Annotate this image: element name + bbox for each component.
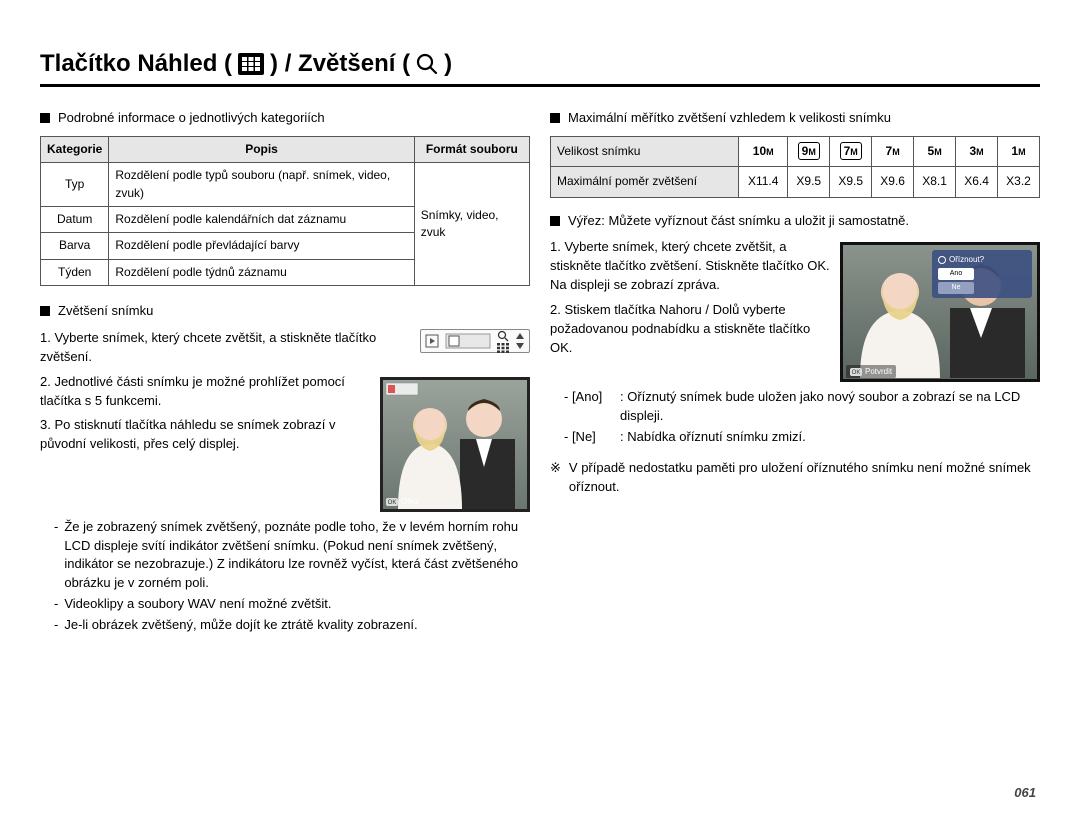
memory-note: V případě nedostatku paměti pro uložení … bbox=[569, 459, 1040, 497]
category-table: Kategorie Popis Formát souboru Typ Rozdě… bbox=[40, 136, 530, 286]
zoom-photo-figure: OK Ořez bbox=[380, 377, 530, 512]
bullet-icon bbox=[40, 306, 50, 316]
wedding-photo-illustration bbox=[380, 377, 530, 512]
updown-icon bbox=[515, 333, 525, 349]
left-heading-zoom: Zvětšení snímku bbox=[58, 302, 153, 321]
zoom-indicator-figure bbox=[420, 329, 530, 353]
zoom-val: X8.1 bbox=[914, 167, 956, 197]
crop-sub-val: : Oříznutý snímek bude uložen jako nový … bbox=[620, 388, 1040, 426]
cat-td-format: Snímky, video, zvuk bbox=[414, 163, 529, 286]
confirm-label: OK Potvrdit bbox=[846, 365, 896, 379]
size-cell: 7M bbox=[830, 136, 872, 166]
dash: - bbox=[54, 518, 58, 593]
crop-sub-key: - [Ne] bbox=[564, 428, 616, 447]
size-cell: 9M bbox=[788, 136, 830, 166]
cat-th-0: Kategorie bbox=[41, 136, 109, 162]
bullet-icon bbox=[550, 216, 560, 226]
cat-th-2: Formát souboru bbox=[414, 136, 529, 162]
viewport-rect-icon bbox=[445, 333, 491, 349]
crop-dialog: Oříznout? Ano Ne bbox=[932, 250, 1032, 298]
cat-th-1: Popis bbox=[109, 136, 414, 162]
zoom-val: X9.5 bbox=[788, 167, 830, 197]
svg-text:OK: OK bbox=[388, 500, 397, 506]
right-heading-crop: Výřez: Můžete vyříznout část snímku a ul… bbox=[568, 212, 909, 231]
thumbnail-icon bbox=[238, 53, 264, 75]
zoom-row-label: Velikost snímku bbox=[551, 136, 739, 166]
thumbnail-icon bbox=[497, 343, 509, 353]
page-title-row: Tlačítko Náhled ( ) / Zvětšení ( ) bbox=[40, 50, 1040, 87]
size-cell: 3M bbox=[956, 136, 998, 166]
cat-td: Týden bbox=[41, 259, 109, 285]
crop-photo-figure: Oříznout? Ano Ne OK Potvrdit bbox=[840, 242, 1040, 382]
play-icon bbox=[425, 334, 439, 348]
zoom-note: Že je zobrazený snímek zvětšený, poznáte… bbox=[64, 518, 530, 593]
zoom-note: Videoklipy a soubory WAV není možné zvět… bbox=[64, 595, 331, 614]
cat-td: Rozdělení podle kalendářních dat záznamu bbox=[109, 207, 414, 233]
cat-td: Datum bbox=[41, 207, 109, 233]
size-cell: 5M bbox=[914, 136, 956, 166]
zoom-val: X11.4 bbox=[739, 167, 788, 197]
dialog-option-no[interactable]: Ne bbox=[938, 282, 974, 294]
photo-crop-label: OK Ořez bbox=[386, 496, 536, 508]
magnify-icon bbox=[416, 53, 438, 75]
right-column: Maximální měřítko zvětšení vzhledem k ve… bbox=[550, 105, 1040, 637]
zoom-steps-block: 1. Vyberte snímek, který chcete zvětšit,… bbox=[40, 329, 530, 635]
size-cell: 10M bbox=[739, 136, 788, 166]
zoom-val: X3.2 bbox=[998, 167, 1040, 197]
zoom-val: X6.4 bbox=[956, 167, 998, 197]
cat-td: Rozdělení podle typů souboru (např. sním… bbox=[109, 163, 414, 207]
bullet-icon bbox=[550, 113, 560, 123]
table-row: Typ Rozdělení podle typů souboru (např. … bbox=[41, 163, 530, 207]
svg-text:OK: OK bbox=[852, 370, 861, 376]
dash: - bbox=[54, 616, 58, 635]
zoom-note: Je-li obrázek zvětšený, může dojít ke zt… bbox=[64, 616, 417, 635]
dash: - bbox=[54, 595, 58, 614]
cat-td: Barva bbox=[41, 233, 109, 259]
title-mid: ) / Zvětšení ( bbox=[270, 50, 410, 78]
cat-td: Typ bbox=[41, 163, 109, 207]
left-column: Podrobné informace o jednotlivých katego… bbox=[40, 105, 530, 637]
size-cell: 7M bbox=[872, 136, 914, 166]
crop-sub-key: - [Ano] bbox=[564, 388, 616, 426]
dialog-title: Oříznout? bbox=[949, 254, 984, 266]
zoom-val: X9.5 bbox=[830, 167, 872, 197]
left-heading-categories: Podrobné informace o jednotlivých katego… bbox=[58, 109, 325, 128]
right-heading-maxzoom: Maximální měřítko zvětšení vzhledem k ve… bbox=[568, 109, 891, 128]
cat-td: Rozdělení podle převládající barvy bbox=[109, 233, 414, 259]
crop-sub-val: : Nabídka oříznutí snímku zmizí. bbox=[620, 428, 806, 447]
size-cell: 1M bbox=[998, 136, 1040, 166]
bullet-icon bbox=[40, 113, 50, 123]
title-post: ) bbox=[444, 50, 452, 78]
magnify-icon bbox=[497, 330, 509, 342]
zoom-ratio-table: Velikost snímku 10M 9M 7M 7M 5M 3M 1M Ma… bbox=[550, 136, 1040, 198]
page-number: 061 bbox=[1014, 785, 1036, 800]
cat-td: Rozdělení podle týdnů záznamu bbox=[109, 259, 414, 285]
zoom-row-label: Maximální poměr zvětšení bbox=[551, 167, 739, 197]
dialog-option-yes[interactable]: Ano bbox=[938, 268, 974, 280]
title-pre: Tlačítko Náhled ( bbox=[40, 50, 232, 78]
note-symbol: ※ bbox=[550, 459, 561, 497]
zoom-val: X9.6 bbox=[872, 167, 914, 197]
